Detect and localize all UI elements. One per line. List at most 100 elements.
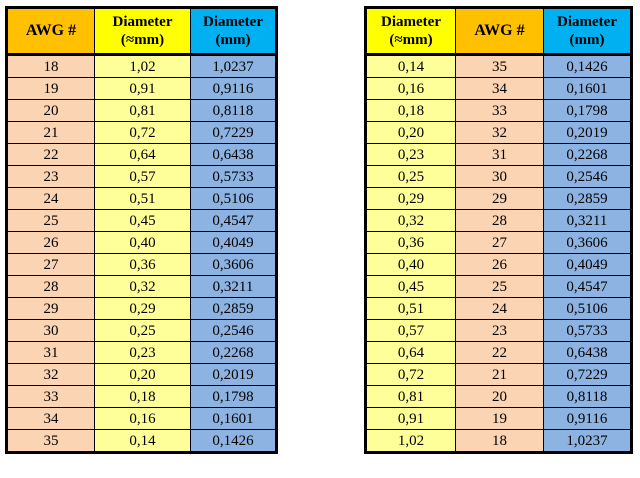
- diameter-exact-cell: 0,2268: [190, 341, 277, 364]
- diameter-approx-cell: 0,23: [94, 341, 191, 364]
- awg-cell: 29: [455, 187, 544, 210]
- table-row: 0,20 32 0,2019: [365, 121, 632, 144]
- diameter-approx-cell: 0,14: [365, 53, 456, 78]
- diameter-approx-cell: 0,14: [94, 429, 191, 453]
- diameter-exact-cell: 0,7229: [543, 363, 632, 386]
- diameter-approx-cell: 0,40: [365, 253, 456, 276]
- awg-cell: 21: [455, 363, 544, 386]
- table-row: 0,23 31 0,2268: [365, 143, 632, 166]
- diameter-exact-cell: 0,8118: [190, 99, 277, 122]
- header-line: (≈mm): [389, 32, 433, 48]
- diameter-approx-cell: 0,51: [365, 297, 456, 320]
- awg-cell: 31: [455, 143, 544, 166]
- awg-cell: 22: [455, 341, 544, 364]
- diameter-exact-cell: 0,5733: [190, 165, 277, 188]
- diameter-exact-cell: 0,3606: [543, 231, 632, 254]
- header-awg: AWG #: [455, 7, 544, 55]
- diameter-approx-cell: 0,29: [365, 187, 456, 210]
- awg-cell: 19: [6, 77, 95, 100]
- header-row: AWG # Diameter (≈mm) Diameter (mm): [6, 7, 277, 55]
- header-diameter-approx: Diameter (≈mm): [94, 7, 191, 55]
- diameter-exact-cell: 0,5106: [543, 297, 632, 320]
- diameter-approx-cell: 0,72: [94, 121, 191, 144]
- diameter-approx-cell: 0,81: [94, 99, 191, 122]
- awg-cell: 31: [6, 341, 95, 364]
- table-row: 35 0,14 0,1426: [6, 429, 277, 453]
- awg-cell: 34: [6, 407, 95, 430]
- diameter-exact-cell: 0,4049: [190, 231, 277, 254]
- diameter-exact-cell: 0,6438: [543, 341, 632, 364]
- diameter-approx-cell: 0,32: [365, 209, 456, 232]
- diameter-exact-cell: 0,2019: [543, 121, 632, 144]
- diameter-approx-cell: 0,81: [365, 385, 456, 408]
- table-row: 19 0,91 0,9116: [6, 77, 277, 100]
- awg-cell: 25: [6, 209, 95, 232]
- diameter-approx-cell: 0,18: [94, 385, 191, 408]
- awg-cell: 32: [455, 121, 544, 144]
- diameter-exact-cell: 0,6438: [190, 143, 277, 166]
- diameter-exact-cell: 0,9116: [190, 77, 277, 100]
- table-body: 18 1,02 1,0237 19 0,91 0,9116 20 0,81 0,8118 21 0,…: [6, 53, 277, 453]
- table-row: 0,40 26 0,4049: [365, 253, 632, 276]
- diameter-exact-cell: 0,2546: [543, 165, 632, 188]
- diameter-approx-cell: 0,25: [365, 165, 456, 188]
- diameter-approx-cell: 0,36: [365, 231, 456, 254]
- table-row: 0,81 20 0,8118: [365, 385, 632, 408]
- table-row: 34 0,16 0,1601: [6, 407, 277, 430]
- diameter-exact-cell: 0,5733: [543, 319, 632, 342]
- diameter-exact-cell: 0,2859: [543, 187, 632, 210]
- diameter-exact-cell: 0,3211: [190, 275, 277, 298]
- table-row: 0,18 33 0,1798: [365, 99, 632, 122]
- diameter-approx-cell: 0,20: [365, 121, 456, 144]
- diameter-approx-cell: 0,29: [94, 297, 191, 320]
- diameter-approx-cell: 0,16: [94, 407, 191, 430]
- awg-cell: 19: [455, 407, 544, 430]
- awg-cell: 24: [455, 297, 544, 320]
- diameter-approx-cell: 0,72: [365, 363, 456, 386]
- table-row: 27 0,36 0,3606: [6, 253, 277, 276]
- table-row: 0,51 24 0,5106: [365, 297, 632, 320]
- awg-cell: 28: [455, 209, 544, 232]
- awg-cell: 26: [6, 231, 95, 254]
- diameter-approx-cell: 0,57: [94, 165, 191, 188]
- header-line: (mm): [215, 32, 251, 48]
- diameter-approx-cell: 1,02: [94, 53, 191, 78]
- diameter-approx-cell: 1,02: [365, 429, 456, 453]
- table-row: 20 0,81 0,8118: [6, 99, 277, 122]
- table-row: 29 0,29 0,2859: [6, 297, 277, 320]
- awg-cell: 26: [455, 253, 544, 276]
- awg-cell: 27: [455, 231, 544, 254]
- awg-cell: 27: [6, 253, 95, 276]
- table-row: 1,02 18 1,0237: [365, 429, 632, 453]
- header-awg: AWG #: [6, 7, 95, 55]
- awg-cell: 23: [455, 319, 544, 342]
- table-body: 0,14 35 0,1426 0,16 34 0,1601 0,18 33 0,1798 0,20…: [365, 53, 632, 453]
- diameter-exact-cell: 0,2546: [190, 319, 277, 342]
- diameter-approx-cell: 0,32: [94, 275, 191, 298]
- header-diameter-exact: Diameter (mm): [543, 7, 632, 55]
- table-row: 24 0,51 0,5106: [6, 187, 277, 210]
- awg-cell: 30: [6, 319, 95, 342]
- diameter-exact-cell: 0,1798: [543, 99, 632, 122]
- diameter-approx-cell: 0,64: [94, 143, 191, 166]
- diameter-approx-cell: 0,23: [365, 143, 456, 166]
- awg-cell: 25: [455, 275, 544, 298]
- table-row: 22 0,64 0,6438: [6, 143, 277, 166]
- awg-cell: 35: [6, 429, 95, 453]
- diameter-exact-cell: 0,8118: [543, 385, 632, 408]
- awg-cell: 33: [6, 385, 95, 408]
- diameter-exact-cell: 0,1601: [543, 77, 632, 100]
- diameter-exact-cell: 0,1601: [190, 407, 277, 430]
- header-diameter-approx: Diameter (≈mm): [365, 7, 456, 55]
- table-row: 32 0,20 0,2019: [6, 363, 277, 386]
- header-line: Diameter: [381, 14, 441, 30]
- table-row: 23 0,57 0,5733: [6, 165, 277, 188]
- diameter-exact-cell: 0,3606: [190, 253, 277, 276]
- diameter-exact-cell: 0,1426: [190, 429, 277, 453]
- diameter-approx-cell: 0,57: [365, 319, 456, 342]
- table-row: 25 0,45 0,4547: [6, 209, 277, 232]
- table-row: 33 0,18 0,1798: [6, 385, 277, 408]
- awg-cell: 34: [455, 77, 544, 100]
- diameter-exact-cell: 0,2859: [190, 297, 277, 320]
- header-line: (≈mm): [120, 32, 165, 48]
